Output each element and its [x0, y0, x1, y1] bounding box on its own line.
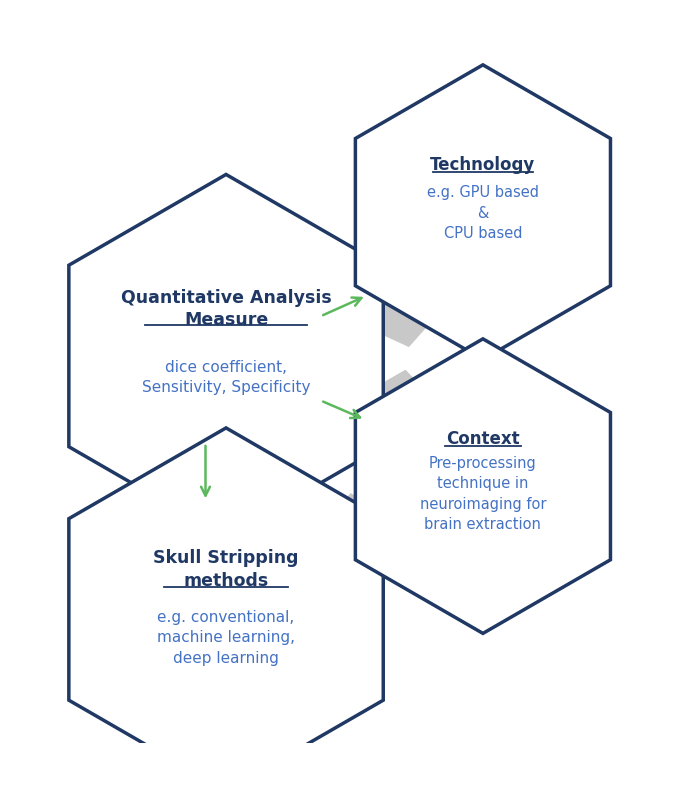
- Polygon shape: [356, 66, 610, 360]
- Text: Quantitative Analysis
Measure: Quantitative Analysis Measure: [121, 288, 332, 329]
- Polygon shape: [308, 493, 406, 577]
- Text: dice coefficient,
Sensitivity, Specificity: dice coefficient, Sensitivity, Specifici…: [142, 359, 310, 395]
- Polygon shape: [69, 428, 383, 791]
- Polygon shape: [349, 265, 458, 347]
- Text: Context: Context: [446, 430, 520, 448]
- Text: Pre-processing
technique in
neuroimaging for
brain extraction: Pre-processing technique in neuroimaging…: [420, 456, 546, 532]
- Polygon shape: [356, 339, 610, 634]
- Text: e.g. conventional,
machine learning,
deep learning: e.g. conventional, machine learning, dee…: [157, 610, 295, 665]
- Polygon shape: [69, 175, 383, 538]
- Text: Skull Stripping
methods: Skull Stripping methods: [153, 549, 299, 589]
- Polygon shape: [349, 371, 456, 452]
- Text: Technology: Technology: [430, 156, 536, 174]
- Text: e.g. GPU based
&
CPU based: e.g. GPU based & CPU based: [427, 185, 539, 241]
